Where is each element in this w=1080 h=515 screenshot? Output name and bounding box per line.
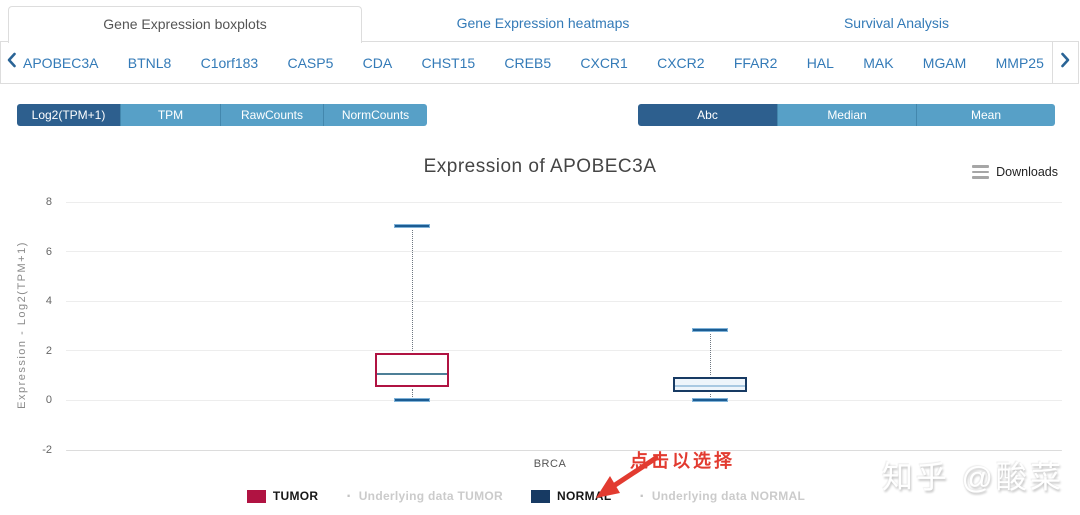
- boxplot-normal-upper-whisker: [710, 333, 711, 375]
- gridline-0: [66, 399, 1062, 401]
- tab-gene-expression-heatmaps[interactable]: Gene Expression heatmaps: [456, 15, 630, 31]
- chevron-right-icon: [1060, 52, 1071, 73]
- scale-button-tpm[interactable]: TPM: [121, 104, 221, 126]
- chevron-left-icon: [6, 52, 17, 73]
- legend-swatch-tumor: [246, 489, 266, 503]
- gridline-6: [66, 251, 1062, 253]
- boxplot-normal-upper-cap: [692, 327, 728, 332]
- chart-title: Expression of APOBEC3A: [423, 156, 657, 177]
- scale-button-normcounts[interactable]: NormCounts: [324, 104, 427, 126]
- legend-dot-icon: ·: [346, 487, 352, 505]
- stat-button-median[interactable]: Median: [778, 104, 917, 126]
- legend-label: TUMOR: [272, 489, 319, 503]
- legend-dot-icon: ·: [639, 487, 645, 505]
- boxplot-normal-median: [675, 384, 745, 387]
- legend-label: Underlying data TUMOR: [358, 489, 504, 503]
- legend-label: NORMAL: [557, 489, 612, 503]
- legend-label: Underlying data NORMAL: [651, 489, 806, 503]
- stat-button-mean[interactable]: Mean: [917, 104, 1055, 126]
- gene-list: APOBEC3A BTNL8 C1orf183 CASP5 CDA CHST15 CREB5…: [23, 42, 1044, 83]
- stat-button-abc[interactable]: Abc: [638, 104, 778, 126]
- gridline-8: [66, 201, 1062, 203]
- scroll-right-button[interactable]: [1052, 42, 1078, 83]
- boxplot-tumor-box[interactable]: [375, 353, 449, 387]
- downloads-label: Downloads: [996, 165, 1058, 179]
- legend-item-normal[interactable]: NORMAL: [531, 489, 611, 503]
- scale-button-rawcounts[interactable]: RawCounts: [221, 104, 324, 126]
- tab-survival-analysis[interactable]: Survival Analysis: [843, 15, 950, 31]
- boxplot-tumor-median: [377, 373, 447, 376]
- boxplot-normal-lower-whisker: [710, 393, 711, 397]
- gene-link-hal[interactable]: HAL: [806, 54, 834, 71]
- gene-link-mmp25[interactable]: MMP25: [995, 54, 1044, 71]
- gene-link-cxcr1[interactable]: CXCR1: [580, 54, 628, 71]
- ytick-6: 6: [45, 245, 52, 258]
- legend-item-underlying-data-tumor[interactable]: · Underlying data TUMOR: [346, 487, 504, 505]
- legend-item-tumor[interactable]: TUMOR: [246, 489, 319, 503]
- gene-link-mgam[interactable]: MGAM: [922, 54, 967, 71]
- hamburger-icon: [972, 165, 990, 179]
- scale-button-log2-tpm-1[interactable]: Log2(TPM+1): [17, 104, 121, 126]
- chart-legend: TUMOR · Underlying data TUMOR NORMAL · Underl…: [0, 487, 1066, 505]
- gene-link-creb5[interactable]: CREB5: [504, 54, 552, 71]
- watermark: 知乎 @酸菜: [881, 460, 1064, 495]
- gene-nav-strip: APOBEC3A BTNL8 C1orf183 CASP5 CDA CHST15 CREB5…: [0, 41, 1079, 84]
- gene-link-cxcr2[interactable]: CXCR2: [657, 54, 705, 71]
- gene-link-mak[interactable]: MAK: [863, 54, 894, 71]
- boxplot-tumor-upper-whisker: [412, 229, 413, 352]
- ytick--2: -2: [42, 444, 52, 456]
- ytick-8: 8: [45, 196, 52, 208]
- ytick-2: 2: [45, 344, 52, 357]
- gene-link-btnl8[interactable]: BTNL8: [127, 54, 172, 71]
- boxplot-tumor-lower-whisker: [412, 388, 413, 398]
- gridline--2: [66, 449, 1062, 451]
- boxplot-tumor-lower-cap: [394, 398, 430, 403]
- ytick-4: 4: [45, 295, 52, 308]
- scale-button-group: Log2(TPM+1) TPM RawCounts NormCounts: [17, 104, 427, 126]
- gene-link-ffar2[interactable]: FFAR2: [733, 54, 778, 71]
- y-axis-title: Expression - Log2(TPM+1): [16, 241, 28, 409]
- gene-link-apobec3a[interactable]: APOBEC3A: [23, 54, 99, 71]
- gene-link-chst15[interactable]: CHST15: [421, 54, 476, 71]
- tab-gene-expression-boxplots[interactable]: Gene Expression boxplots: [8, 6, 362, 43]
- ytick-0: 0: [45, 394, 52, 407]
- boxplot-normal-box[interactable]: [673, 376, 747, 392]
- scroll-left-button[interactable]: [1, 42, 21, 83]
- downloads-button[interactable]: Downloads: [972, 165, 1058, 179]
- gridline-2: [66, 350, 1062, 352]
- boxplot-tumor-upper-cap: [394, 223, 430, 228]
- gene-link-c1orf183[interactable]: C1orf183: [200, 54, 259, 71]
- legend-swatch-normal: [531, 489, 551, 503]
- gene-link-cda[interactable]: CDA: [362, 54, 393, 71]
- boxplot-normal-lower-cap: [692, 397, 728, 402]
- stat-button-group: Abc Median Mean: [638, 104, 1055, 126]
- gridline-4: [66, 300, 1062, 302]
- red-arrow-icon: [586, 450, 664, 509]
- gene-link-casp5[interactable]: CASP5: [287, 54, 334, 71]
- legend-item-underlying-data-normal[interactable]: · Underlying data NORMAL: [639, 487, 806, 505]
- x-axis-title: BRCA: [533, 458, 567, 470]
